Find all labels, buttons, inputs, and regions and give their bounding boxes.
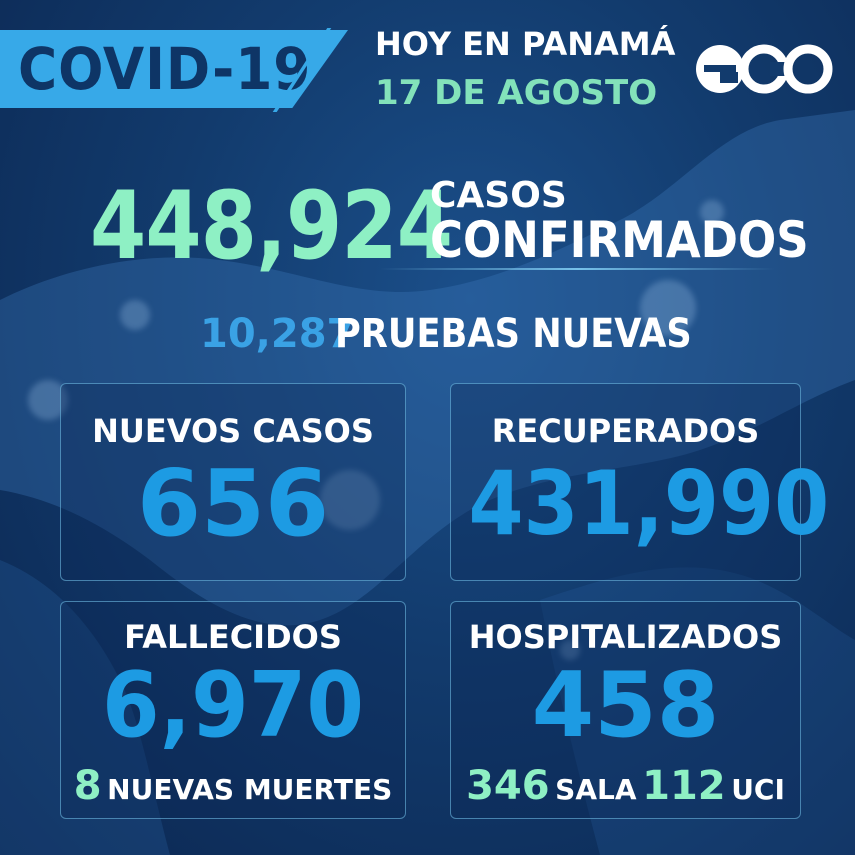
- confirmed-label-bottom: CONFIRMADOS: [430, 211, 809, 269]
- light-spot: [700, 200, 724, 224]
- place-label: HOY EN PANAMÁ: [375, 25, 676, 63]
- hospitalized-card: HOSPITALIZADOS 458 346 SALA 112 UCI: [450, 601, 801, 819]
- light-spot: [320, 470, 380, 530]
- new-deaths-value: 8: [73, 763, 102, 809]
- new-cases-value: 656: [136, 450, 330, 557]
- recovered-value: 431,990: [468, 452, 830, 555]
- divider: [380, 268, 775, 270]
- hospitalized-breakdown: 346 SALA 112 UCI: [451, 762, 800, 818]
- hospitalized-label: HOSPITALIZADOS: [468, 618, 783, 656]
- date-label: 17 DE AGOSTO: [375, 73, 658, 113]
- light-spot: [120, 300, 150, 330]
- confirmed-cases-value: 448,924: [90, 172, 453, 281]
- new-deaths-line: 8 NUEVAS MUERTES: [61, 762, 405, 818]
- deaths-label: FALLECIDOS: [124, 618, 342, 656]
- recovered-card: RECUPERADOS 431,990: [450, 383, 830, 581]
- icu-label: UCI: [731, 773, 785, 806]
- page-title: COVID-19: [18, 35, 312, 103]
- deaths-value: 6,970: [102, 653, 364, 758]
- recovered-label: RECUPERADOS: [491, 412, 760, 450]
- ward-label: SALA: [555, 773, 637, 806]
- new-tests-label: PRUEBAS NUEVAS: [335, 311, 692, 357]
- confirmed-label-top: CASOS: [430, 175, 567, 216]
- new-cases-card: NUEVOS CASOS 656: [60, 383, 406, 581]
- new-deaths-label: NUEVAS MUERTES: [107, 773, 393, 806]
- ward-value: 346: [466, 763, 550, 809]
- icu-value: 112: [642, 763, 726, 809]
- eco-logo-icon: [696, 44, 833, 94]
- title-banner: [0, 30, 348, 108]
- new-tests-value: 10,287: [200, 311, 355, 357]
- light-spot: [640, 280, 696, 336]
- hospitalized-value: 458: [531, 653, 720, 758]
- light-spot: [560, 640, 580, 660]
- new-cases-label: NUEVOS CASOS: [92, 412, 374, 450]
- deaths-card: FALLECIDOS 6,970 8 NUEVAS MUERTES: [60, 601, 406, 819]
